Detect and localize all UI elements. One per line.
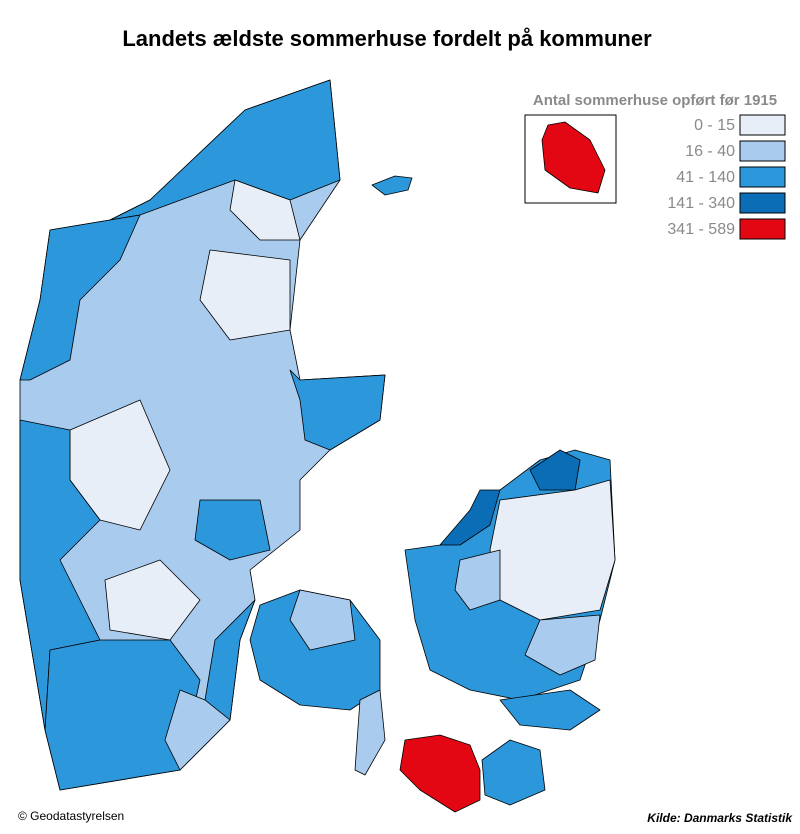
municipality-region	[229, 179, 301, 241]
legend-swatch	[739, 166, 786, 188]
map	[19, 79, 616, 813]
municipality-region	[19, 419, 101, 731]
municipality-region	[289, 369, 386, 451]
legend-title: Antal sommerhuse opført før 1915	[533, 92, 777, 109]
municipality-region	[524, 614, 601, 676]
municipality-region	[454, 549, 501, 611]
legend-label: 41 - 140	[676, 169, 735, 186]
municipality-region	[19, 214, 141, 381]
municipality-region	[529, 449, 581, 491]
legend-swatch	[739, 192, 786, 214]
legend-label: 141 - 340	[667, 195, 735, 212]
municipality-region	[371, 175, 413, 196]
municipality-region	[194, 499, 271, 561]
legend-swatch	[739, 140, 786, 162]
legend: Antal sommerhuse opført før 1915 0 - 15 1…	[533, 92, 786, 240]
legend-swatch	[739, 218, 786, 240]
municipality-region	[164, 689, 231, 771]
municipality-region	[289, 589, 356, 651]
map-title: Landets ældste sommerhuse fordelt på kom…	[122, 26, 652, 51]
legend-label: 341 - 589	[667, 221, 735, 238]
legend-label: 0 - 15	[694, 117, 735, 134]
municipality-region	[541, 121, 606, 194]
municipality-region	[199, 249, 291, 341]
municipality-region	[489, 479, 616, 621]
municipality-region	[439, 489, 501, 546]
credit: © Geodatastyrelsen	[18, 809, 124, 823]
source: Kilde: Danmarks Statistik	[647, 811, 793, 825]
legend-label: 16 - 40	[685, 143, 735, 160]
legend-swatch	[739, 114, 786, 136]
municipality-region	[354, 689, 386, 776]
municipality-region	[499, 689, 601, 731]
municipality-region	[44, 639, 201, 791]
municipality-region	[481, 739, 546, 806]
municipality-region	[104, 559, 201, 641]
municipality-region	[399, 734, 481, 813]
